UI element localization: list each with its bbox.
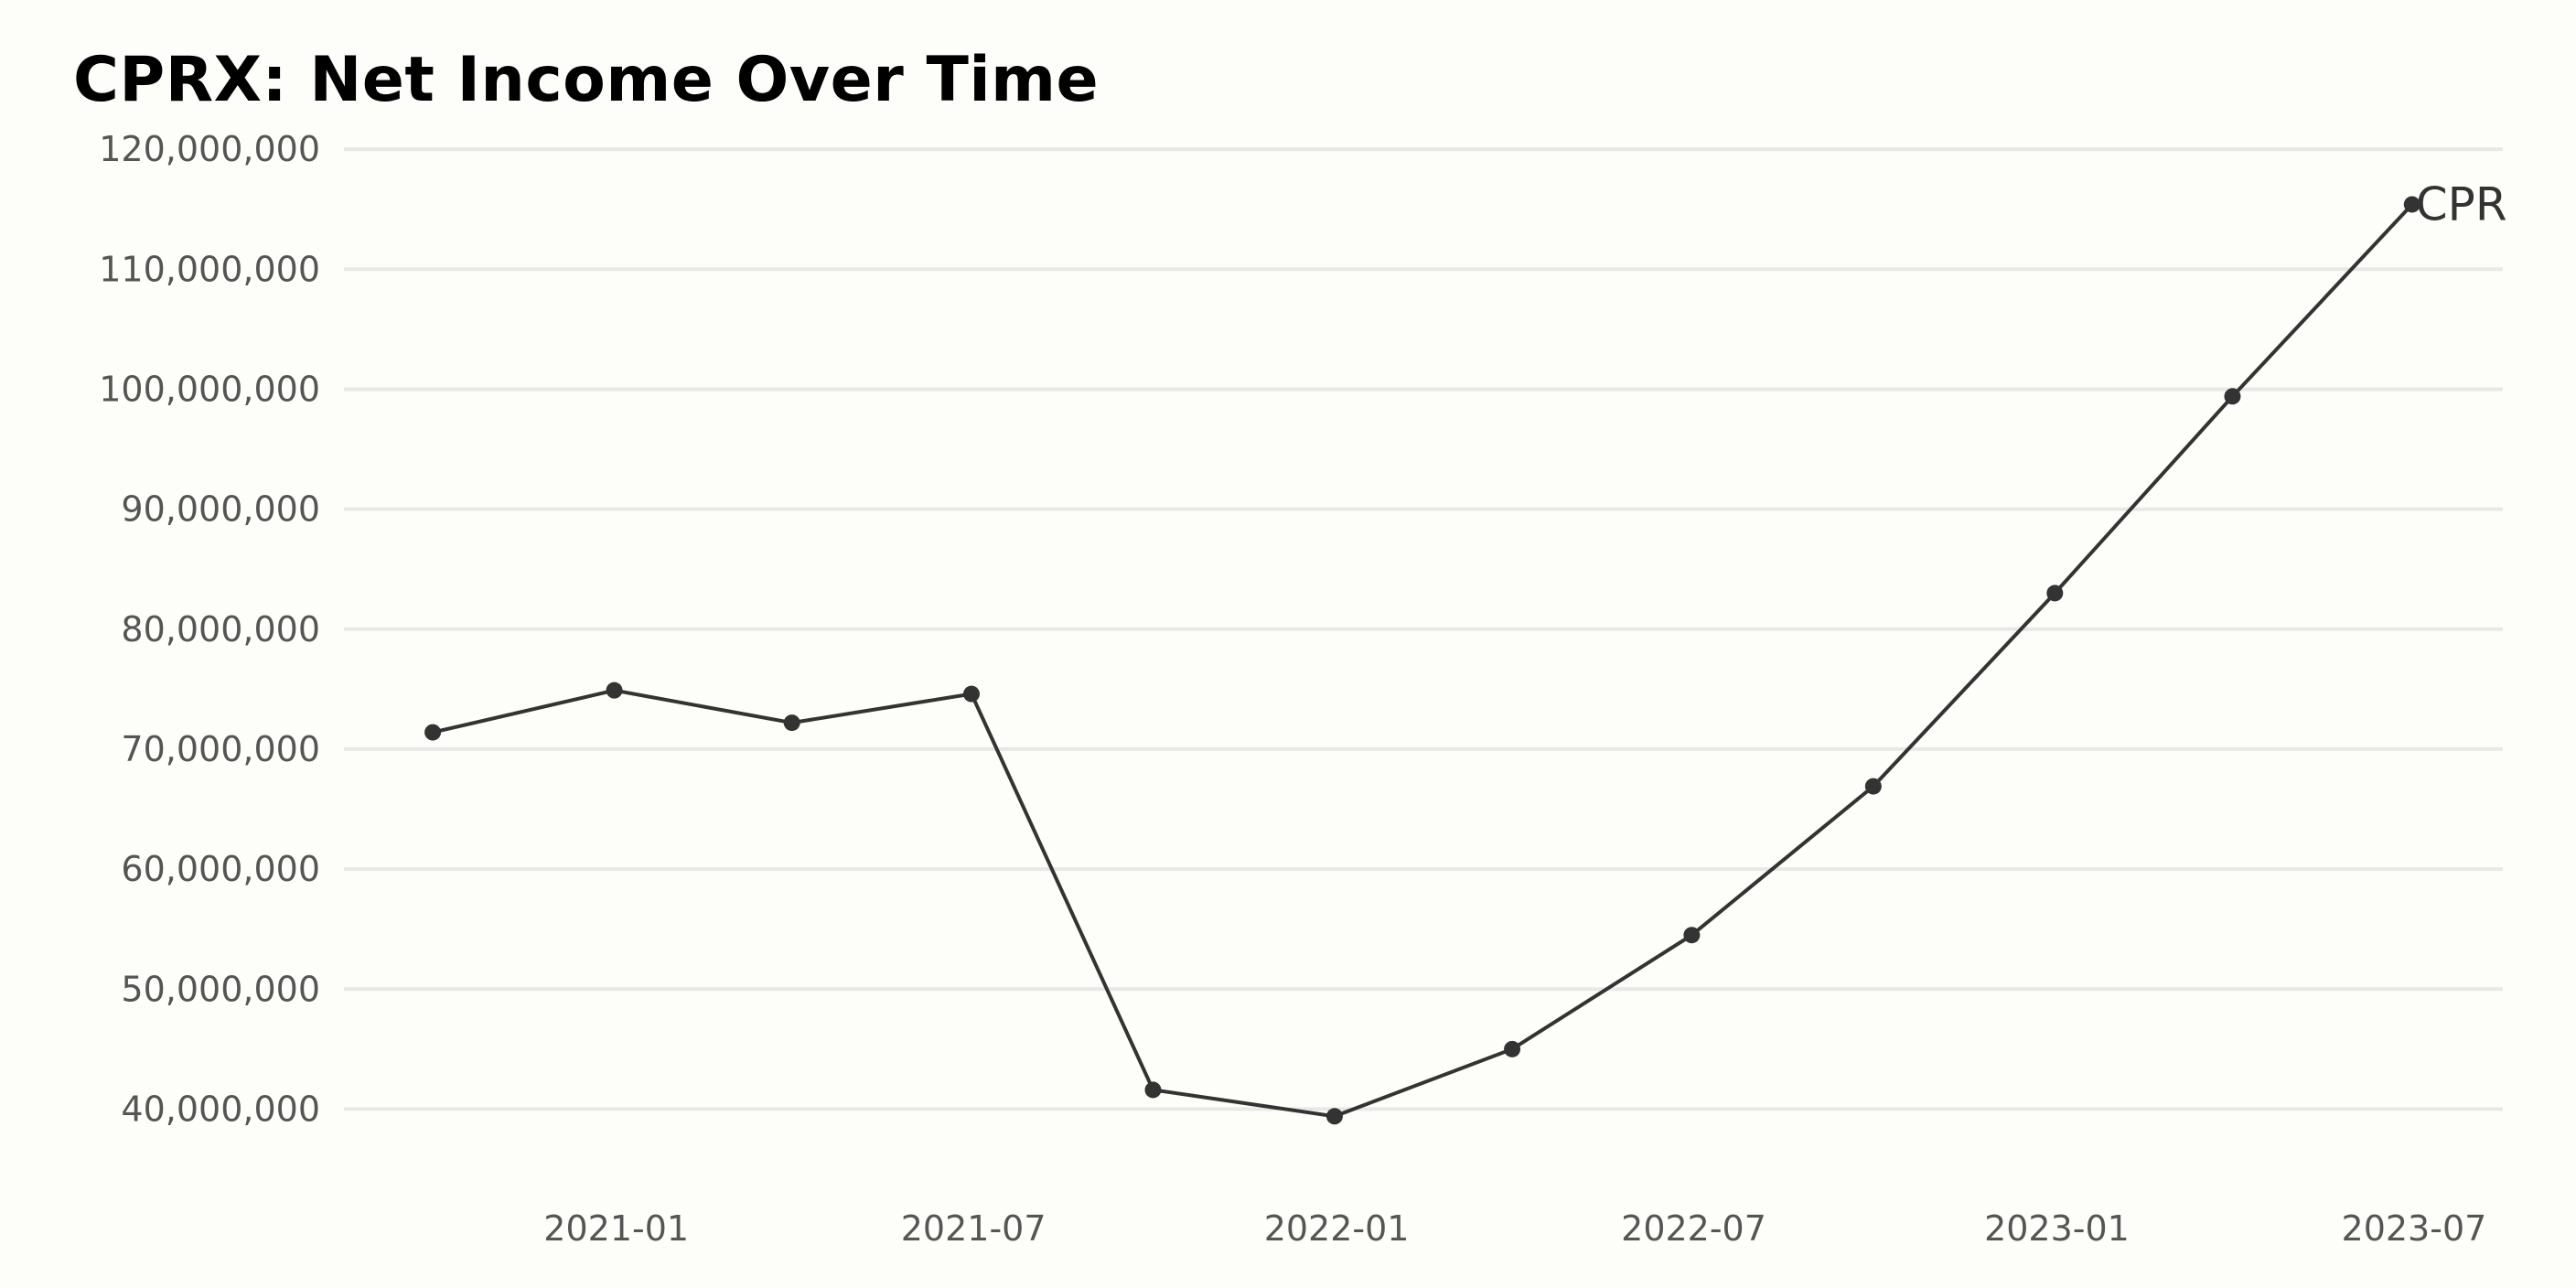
chart-title: CPRX: Net Income Over Time [73,44,1100,116]
x-tick-label: 2021-07 [901,1208,1046,1249]
data-point [962,685,980,703]
data-point [1504,1040,1521,1057]
data-point [1683,927,1701,944]
data-point [1144,1081,1162,1099]
data-point [1326,1108,1343,1125]
data-point [2046,585,2064,602]
y-tick-label: 70,000,000 [121,729,320,769]
y-axis-ticks: 40,000,000 50,000,000 60,000,000 70,000,000… [99,129,320,1129]
x-tick-label: 2022-01 [1264,1208,1410,1249]
y-tick-label: 110,000,000 [99,249,320,289]
x-axis-ticks: 2021-01 2021-07 2022-01 2022-07 2023-01 2023-… [543,1208,2486,1249]
x-tick-label: 2021-01 [543,1208,689,1249]
point-layer [424,196,2420,1125]
y-tick-label: 120,000,000 [99,129,320,169]
y-tick-label: 40,000,000 [121,1089,320,1129]
y-tick-label: 80,000,000 [121,609,320,649]
y-tick-label: 100,000,000 [99,369,320,409]
data-point [1864,778,1882,795]
y-tick-label: 60,000,000 [121,849,320,889]
data-point [606,682,623,699]
y-tick-label: 50,000,000 [121,969,320,1009]
data-point [2224,388,2241,405]
series-layer [432,203,2414,1119]
data-point [783,714,800,732]
x-tick-label: 2023-01 [1984,1208,2130,1249]
data-point [424,724,442,741]
series-line [432,203,2414,1119]
series-label-layer: CPR [2416,177,2507,231]
y-tick-label: 90,000,000 [121,489,320,530]
x-tick-label: 2023-07 [2342,1208,2487,1249]
grid-layer [344,147,2503,1111]
series-end-label: CPR [2416,177,2507,231]
x-tick-label: 2022-07 [1621,1208,1766,1249]
data-point [2403,196,2420,213]
